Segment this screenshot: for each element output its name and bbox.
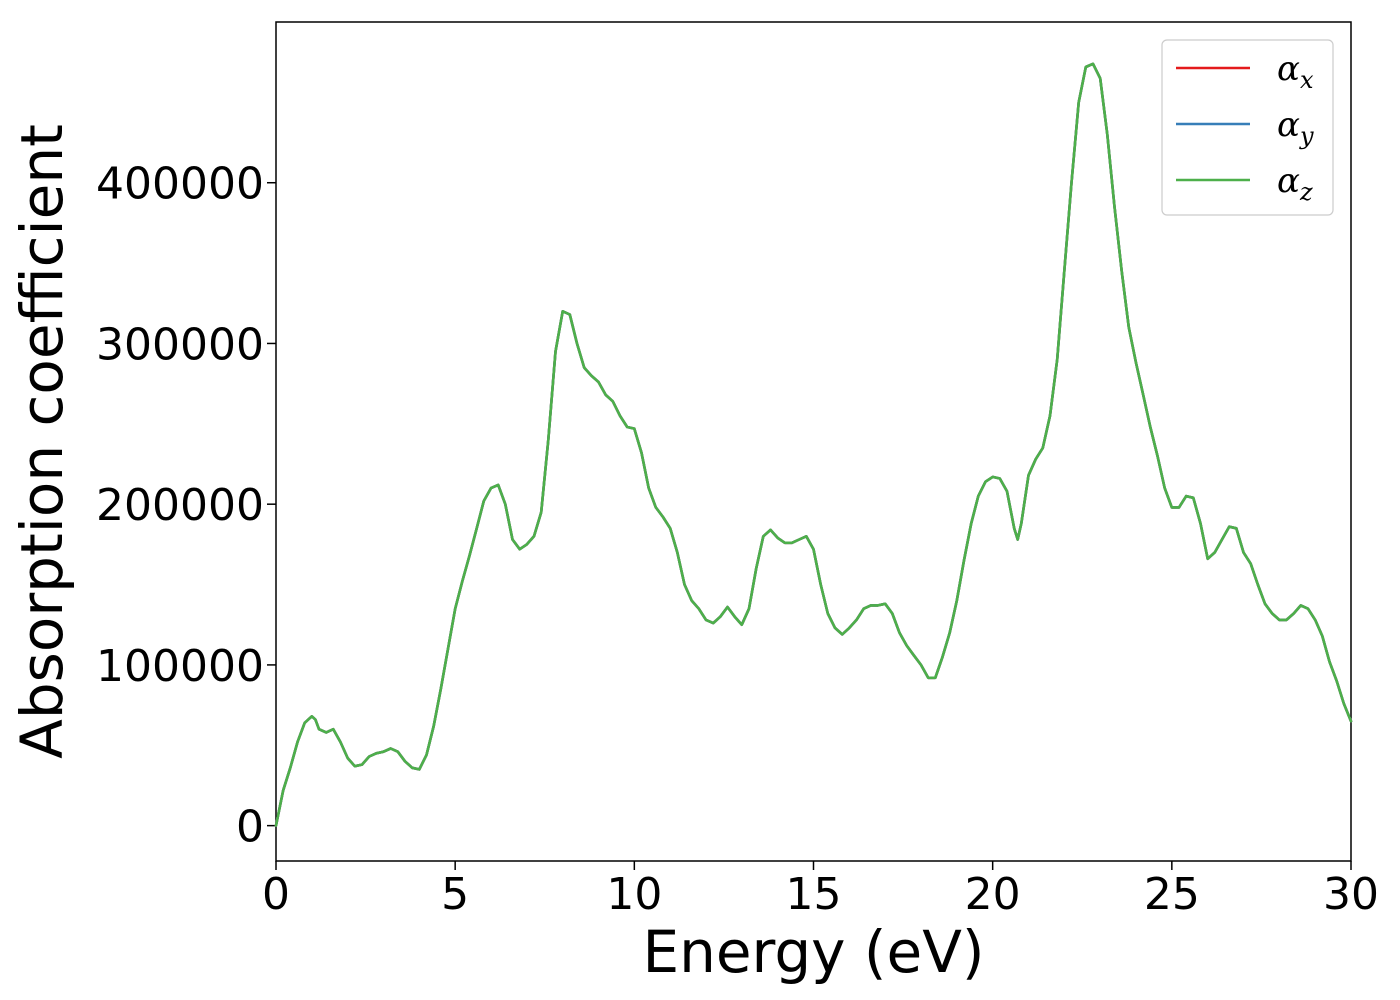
series-line-alpha-z [274,62,1353,827]
legend-label: αy [1277,105,1314,150]
x-tick-label: 15 [786,869,842,920]
y-axis-ticks: 0 100000 200000 300000 400000 [96,159,276,853]
legend-label-subscript: y [1299,122,1314,150]
y-tick-label: 0 [236,802,264,853]
y-axis-title: Absorption coefficient [8,124,76,759]
x-tick-label: 20 [965,869,1021,920]
legend-box [1161,39,1334,216]
x-axis-title: Energy (eV) [642,918,984,986]
legend-label: αx [1277,49,1314,94]
x-tick-label: 5 [441,869,469,920]
legend-label-symbol: α [1277,161,1300,201]
legend-label-subscript: z [1299,178,1313,206]
y-tick-label: 300000 [96,319,264,370]
series-lines [274,62,1353,827]
legend-label-subscript: x [1300,66,1314,94]
y-tick-label: 200000 [96,480,264,531]
x-tick-label: 30 [1323,869,1379,920]
x-tick-label: 0 [262,869,290,920]
legend-label-symbol: α [1277,105,1300,145]
legend-label-symbol: α [1277,49,1300,89]
y-tick-label: 400000 [96,159,264,210]
y-tick-label: 100000 [96,641,264,692]
x-tick-label: 10 [606,869,662,920]
legend-label: αz [1277,161,1313,206]
x-tick-label: 25 [1144,869,1200,920]
x-axis-ticks: 0 5 10 15 20 25 30 [262,861,1379,920]
